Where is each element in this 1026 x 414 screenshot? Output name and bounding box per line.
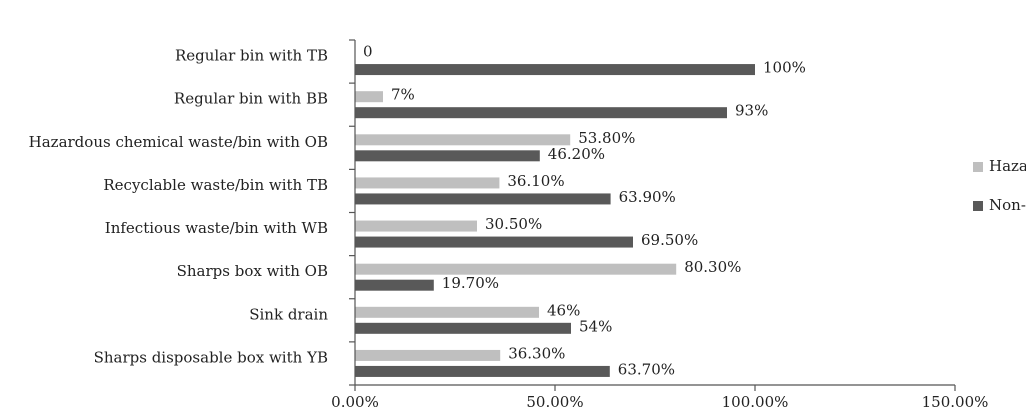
bar-hazardous (355, 177, 500, 189)
x-tick-label: 50.00% (526, 393, 583, 411)
bar-non-hazardous (355, 107, 727, 119)
data-label: 46% (547, 301, 580, 319)
data-label: 46.20% (548, 145, 605, 163)
data-label: 7% (391, 86, 415, 104)
data-label: 100% (763, 59, 806, 77)
category-label: Hazardous chemical waste/bin with OB (29, 133, 328, 151)
category-label: Sharps box with OB (177, 262, 328, 280)
axes-layer: 0.00% 50.00% 100.00% 150.00% (331, 39, 989, 411)
category-label: Recyclable waste/bin with TB (103, 176, 328, 194)
x-tick-label: 100.00% (722, 393, 789, 411)
data-label: 30.50% (485, 215, 542, 233)
bar-non-hazardous (355, 193, 611, 205)
data-label: 93% (735, 102, 768, 120)
x-tick-label: 0.00% (331, 393, 379, 411)
bar-non-hazardous (355, 64, 755, 76)
bar-non-hazardous (355, 322, 571, 334)
data-label: 0 (363, 43, 373, 61)
legend-label: Hazardous (989, 157, 1026, 175)
legend: Hazardous Non-hazardous (973, 157, 1026, 214)
data-label: 63.90% (619, 188, 676, 206)
bar-hazardous (355, 306, 539, 318)
bar-non-hazardous (355, 365, 610, 377)
bar-hazardous (355, 220, 477, 232)
bar-hazardous (355, 134, 571, 146)
data-label: 53.80% (578, 129, 635, 147)
legend-swatch (973, 201, 983, 211)
bar-non-hazardous (355, 150, 540, 162)
legend-swatch (973, 162, 983, 172)
bar-hazardous (355, 263, 677, 275)
data-label: 36.30% (508, 344, 565, 362)
data-label: 19.70% (442, 274, 499, 292)
bar-non-hazardous (355, 236, 633, 248)
category-label: Sharps disposable box with YB (94, 348, 328, 366)
category-label: Regular bin with TB (175, 47, 328, 65)
bar-hazardous (355, 349, 501, 361)
bar-non-hazardous (355, 279, 434, 291)
data-label: 54% (579, 317, 612, 335)
category-label: Infectious waste/bin with WB (105, 219, 328, 237)
data-labels-layer: Regular bin with TB 0 100% Regular bin with… (29, 43, 806, 379)
data-label: 80.30% (684, 258, 741, 276)
data-label: 63.70% (618, 360, 675, 378)
bars-layer (355, 64, 755, 377)
category-label: Regular bin with BB (174, 90, 328, 108)
data-label: 69.50% (641, 231, 698, 249)
bar-hazardous (355, 91, 383, 103)
category-label: Sink drain (249, 305, 328, 323)
x-tick-label: 150.00% (922, 393, 989, 411)
data-label: 36.10% (507, 172, 564, 190)
legend-label: Non-hazardous (989, 196, 1026, 214)
